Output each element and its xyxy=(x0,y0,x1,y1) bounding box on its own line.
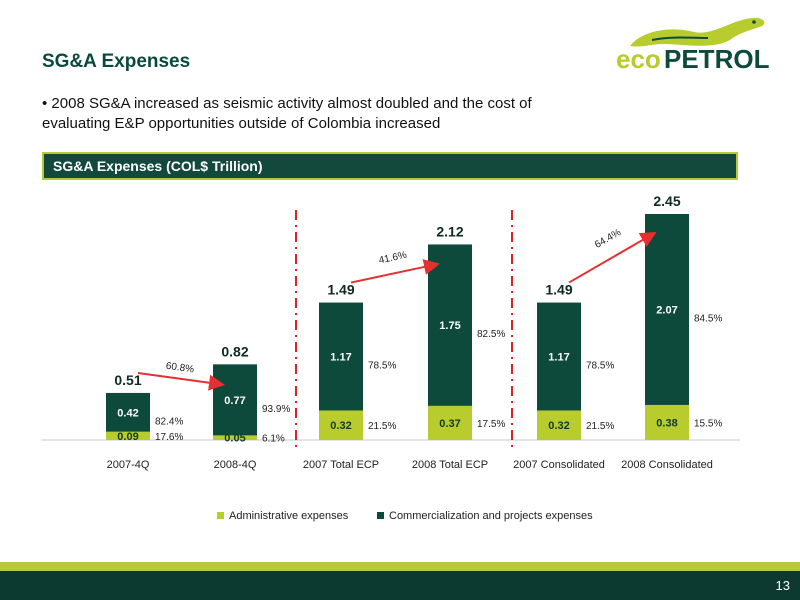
commercial-percent-label-4: 78.5% xyxy=(586,361,614,372)
total-label-1: 0.82 xyxy=(221,343,248,359)
page-number: 13 xyxy=(775,578,790,593)
category-label-0: 2007-4Q xyxy=(107,459,150,471)
commercial-percent-label-3: 82.5% xyxy=(477,329,505,340)
bar-admin-0 xyxy=(106,431,150,440)
legend-swatch-admin xyxy=(217,512,224,519)
growth-label-1: 41.6% xyxy=(378,250,408,267)
total-label-2: 1.49 xyxy=(327,282,354,298)
admin-value-label-2: 0.32 xyxy=(330,420,351,432)
growth-label-0: 60.8% xyxy=(165,361,195,376)
legend-label-admin: Administrative expenses xyxy=(229,510,349,522)
category-label-3: 2008 Total ECP xyxy=(412,459,488,471)
commercial-value-label-3: 1.75 xyxy=(439,320,460,332)
footer-accent-bar xyxy=(0,562,800,571)
admin-percent-label-2: 21.5% xyxy=(368,421,396,432)
category-label-4: 2007 Consolidated xyxy=(513,459,605,471)
bar-commercial-2 xyxy=(319,302,363,411)
admin-value-label-0: 0.09 xyxy=(117,431,138,443)
commercial-value-label-0: 0.42 xyxy=(117,407,138,419)
footer-bar: 13 xyxy=(0,571,800,600)
bar-admin-3 xyxy=(428,405,472,440)
commercial-value-label-5: 2.07 xyxy=(656,304,677,316)
commercial-value-label-4: 1.17 xyxy=(548,352,569,364)
commercial-value-label-2: 1.17 xyxy=(330,352,351,364)
commercial-percent-label-0: 82.4% xyxy=(155,416,183,427)
total-label-5: 2.45 xyxy=(653,193,680,209)
admin-percent-label-1: 6.1% xyxy=(262,434,285,445)
admin-value-label-5: 0.38 xyxy=(656,417,677,429)
commercial-percent-label-5: 84.5% xyxy=(694,313,722,324)
sga-chart: 0.09 0.42 17.6% 82.4% 0.51 2007-4Q 0.05 0.77 6.1… xyxy=(42,193,740,522)
growth-arrow-2 xyxy=(568,231,657,284)
bar-admin-5 xyxy=(645,404,689,440)
commercial-percent-label-1: 93.9% xyxy=(262,404,290,415)
bar-admin-2 xyxy=(319,410,363,440)
admin-value-label-4: 0.32 xyxy=(548,420,569,432)
svg-text:PETROL: PETROL xyxy=(664,44,770,72)
admin-percent-label-5: 15.5% xyxy=(694,418,722,429)
commercial-value-label-1: 0.77 xyxy=(224,395,245,407)
category-label-1: 2008-4Q xyxy=(214,459,257,471)
category-label-5: 2008 Consolidated xyxy=(621,459,713,471)
total-label-0: 0.51 xyxy=(114,372,141,388)
bar-commercial-4 xyxy=(537,302,581,411)
commercial-percent-label-2: 78.5% xyxy=(368,361,396,372)
bar-commercial-0 xyxy=(106,392,150,432)
admin-value-label-1: 0.05 xyxy=(224,433,245,445)
ecopetrol-logo: eco PETROL xyxy=(616,17,770,72)
growth-arrow-0 xyxy=(137,371,225,391)
bar-admin-4 xyxy=(537,410,581,440)
svg-text:eco: eco xyxy=(616,44,661,72)
admin-percent-label-3: 17.5% xyxy=(477,419,505,430)
bar-admin-1 xyxy=(213,435,257,440)
slide-title: SG&A Expenses xyxy=(42,51,191,72)
total-label-4: 1.49 xyxy=(545,282,572,298)
total-label-3: 2.12 xyxy=(436,223,463,239)
growth-arrow-1 xyxy=(350,259,440,284)
legend-label-commercial: Commercialization and projects expenses xyxy=(389,510,593,522)
admin-percent-label-4: 21.5% xyxy=(586,421,614,432)
legend-swatch-commercial xyxy=(377,512,384,519)
category-label-2: 2007 Total ECP xyxy=(303,459,379,471)
summary-bullet: • 2008 SG&A increased as seismic activit… xyxy=(42,95,532,132)
admin-value-label-3: 0.37 xyxy=(439,418,460,430)
growth-label-2: 64.4% xyxy=(593,227,623,251)
admin-percent-label-0: 17.6% xyxy=(155,432,183,443)
chart-banner: SG&A Expenses (COL$ Trillion) xyxy=(42,152,738,180)
